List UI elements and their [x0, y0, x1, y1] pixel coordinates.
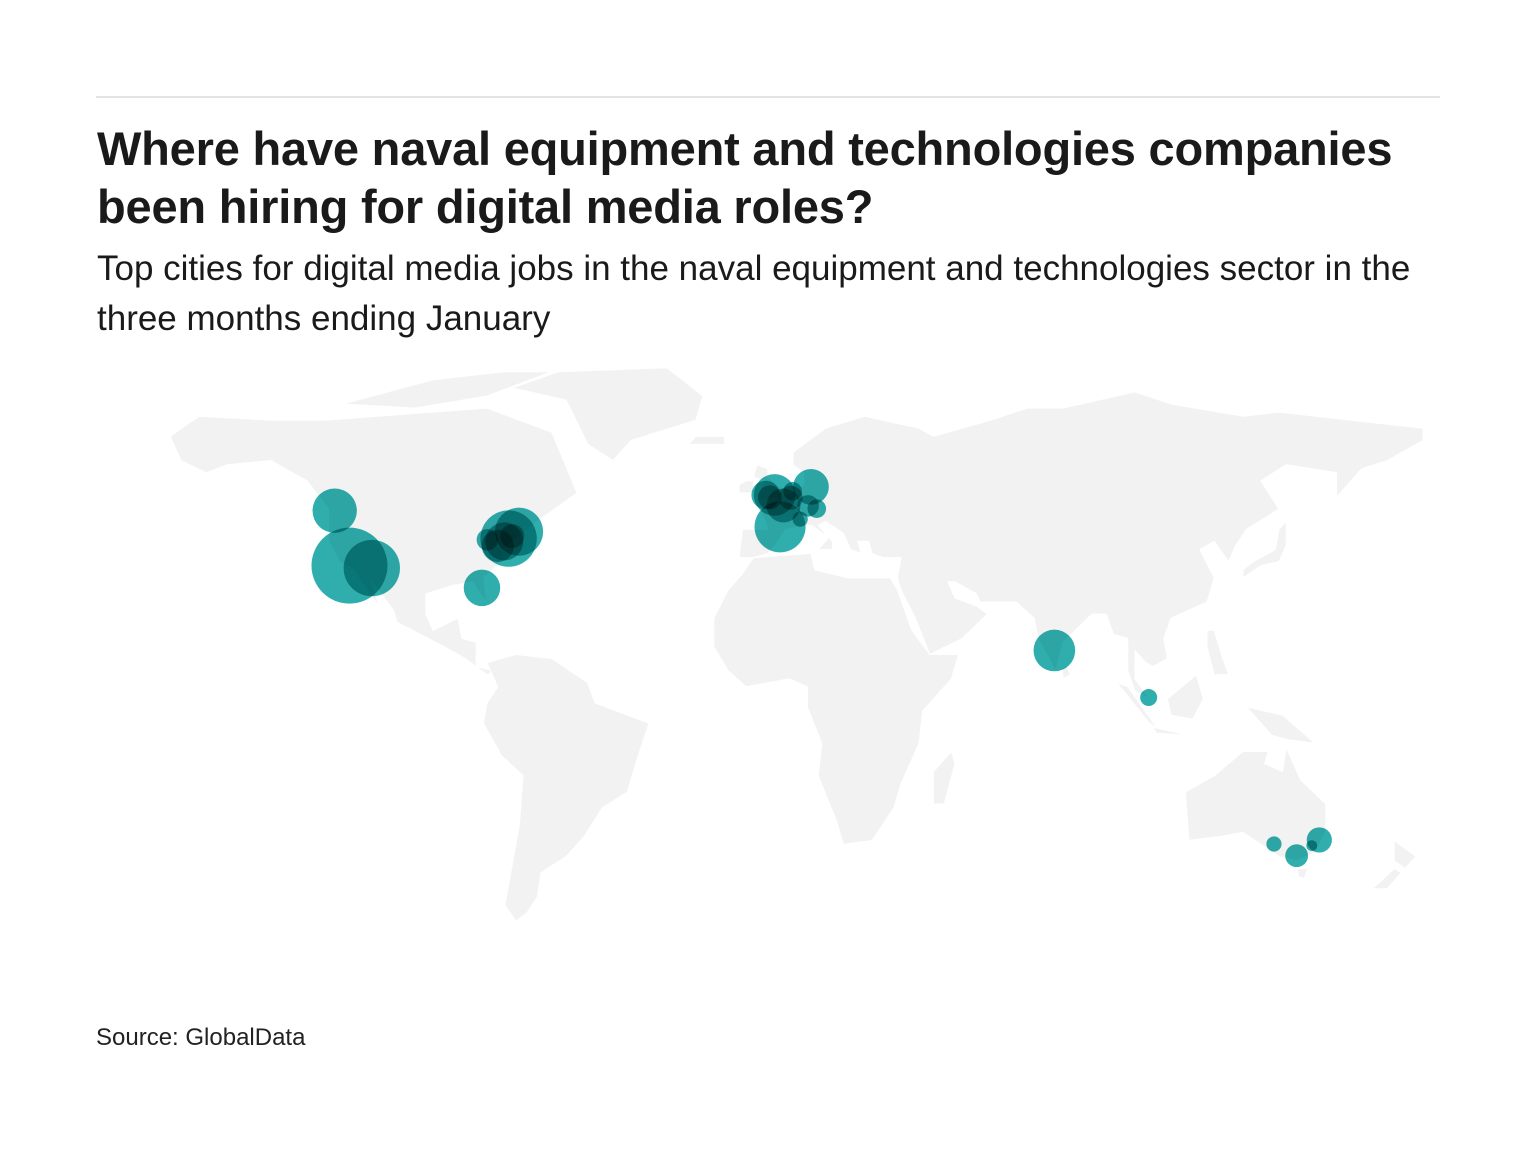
chart-title: Where have naval equipment and technolog… — [97, 122, 1393, 233]
bubble-layer — [311, 469, 1332, 868]
landmass-greenland — [510, 367, 704, 462]
city-bubble[interactable] — [757, 485, 782, 510]
city-bubble[interactable] — [476, 529, 499, 551]
land-layer — [169, 367, 1424, 922]
landmass-tasmania — [1296, 868, 1309, 880]
chart-subtitle: Top cities for digital media jobs in the… — [97, 249, 1411, 338]
landmass-japan — [1242, 519, 1287, 579]
landmass-philippines — [1206, 629, 1230, 676]
source-note: Source: GlobalData — [96, 1024, 306, 1051]
landmass-new-guinea — [1245, 706, 1317, 745]
landmass-nz-south — [1371, 867, 1403, 890]
city-bubble[interactable] — [1033, 629, 1076, 672]
landmass-madagascar — [932, 750, 956, 805]
city-bubble[interactable] — [792, 511, 808, 527]
landmass-australia — [1184, 745, 1327, 862]
landmass-ireland — [738, 480, 754, 494]
landmass-iceland — [687, 435, 726, 445]
landmass-java — [1151, 726, 1190, 736]
landmass-south-america — [482, 653, 650, 922]
landmass-eurasia — [738, 391, 1424, 700]
city-bubble[interactable] — [783, 481, 802, 501]
landmass-nz-north — [1393, 839, 1417, 870]
landmass-borneo — [1166, 673, 1204, 720]
city-bubble[interactable] — [1285, 844, 1309, 868]
city-bubble[interactable] — [1140, 689, 1158, 707]
landmass-sumatra — [1115, 681, 1158, 728]
landmass-africa — [713, 552, 960, 845]
city-bubble[interactable] — [1266, 836, 1282, 852]
city-bubble[interactable] — [1306, 840, 1318, 851]
city-bubble[interactable] — [463, 569, 501, 607]
city-bubble[interactable] — [343, 539, 400, 597]
landmass-arctic-islands — [342, 371, 552, 409]
city-bubble[interactable] — [500, 524, 525, 549]
city-bubble[interactable] — [807, 499, 827, 518]
top-divider — [96, 96, 1440, 98]
city-bubble[interactable] — [312, 488, 357, 533]
